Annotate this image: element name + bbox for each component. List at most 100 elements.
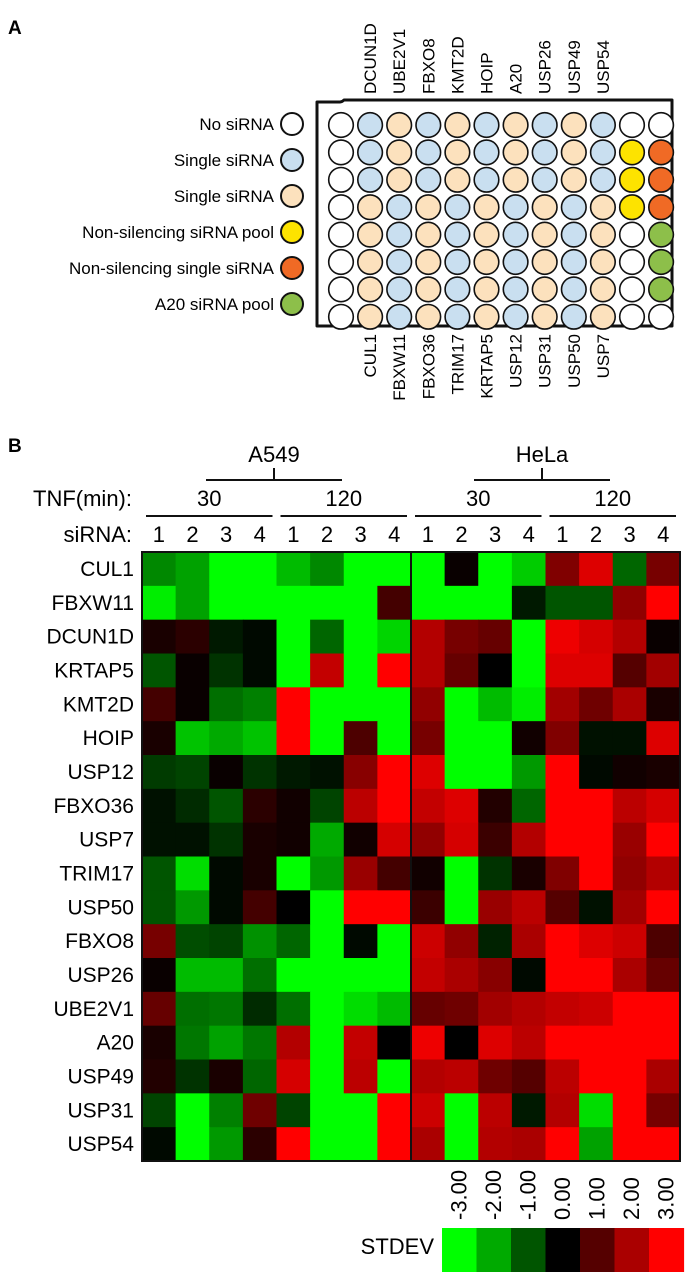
heatmap-cell — [612, 1059, 647, 1094]
heatmap-cell — [444, 653, 479, 688]
plate-top-label: USP26 — [536, 40, 555, 94]
heatmap-cell — [209, 653, 244, 688]
heatmap-cell — [579, 822, 614, 858]
plate-well — [415, 139, 442, 166]
heatmap-cell — [444, 991, 479, 1027]
heatmap-cell — [545, 1093, 580, 1128]
heatmap-cell — [175, 788, 210, 824]
heatmap-cell — [511, 687, 547, 722]
heatmap-cell — [142, 991, 177, 1027]
heatmap-cell — [242, 1059, 278, 1094]
heatmap-row-label: FBXO36 — [53, 795, 134, 818]
heatmap-cell — [310, 822, 345, 858]
heatmap-row-labels: CUL1 FBXW11 DCUN1D KRTAP5 KMT2D HOIP USP12 FBXO… — [46, 558, 134, 1156]
heatmap-cell — [142, 856, 177, 891]
heatmap-cell — [310, 687, 345, 722]
plate-well — [560, 248, 587, 276]
heatmap-cell — [444, 755, 479, 790]
heatmap-cell — [310, 924, 345, 959]
plate-well — [589, 111, 617, 139]
heatmap-cell — [511, 890, 547, 925]
heatmap-cell — [276, 924, 311, 959]
heatmap-cell — [579, 653, 614, 688]
color-scale-swatch — [614, 1228, 650, 1272]
color-scale-ticks: -3.00 -2.00 -1.00 0.00 1.00 2.00 3.00 — [446, 1170, 678, 1220]
heatmap-cell — [175, 755, 210, 790]
heatmap-cell — [579, 585, 614, 621]
legend-label: Single siRNA — [174, 151, 275, 170]
plate-well — [473, 248, 500, 276]
heatmap-cell — [612, 721, 647, 756]
plate-well — [589, 166, 617, 193]
plate-bottom-label: FBXO36 — [419, 334, 438, 399]
heatmap-cell — [545, 721, 580, 756]
heatmap-cell — [343, 958, 378, 993]
heatmap-cell — [242, 822, 278, 858]
heatmap-cell — [209, 552, 244, 587]
heatmap-cell — [612, 585, 647, 621]
plate-well — [415, 221, 442, 248]
plate-well — [473, 139, 500, 166]
heatmap-cell — [209, 890, 244, 925]
heatmap-cell — [444, 552, 479, 587]
sirna-id: 2 — [455, 522, 467, 547]
heatmap-cell — [646, 822, 681, 858]
heatmap-cell — [612, 856, 647, 891]
plate-well — [502, 221, 529, 248]
legend-label: No siRNA — [199, 115, 274, 134]
plate-well — [444, 221, 471, 248]
heatmap-cell — [579, 1093, 614, 1128]
heatmap-cell — [310, 1059, 345, 1094]
legend-label: Non-silencing siRNA pool — [82, 223, 274, 242]
heatmap-cell — [242, 958, 278, 993]
heatmap-cell — [478, 822, 513, 858]
heatmap-cell — [612, 1025, 647, 1061]
plate-bottom-labels: CUL1 FBXW11 FBXO36 TRIM17 KRTAP5 USP12 USP31 US… — [361, 334, 613, 401]
color-scale-tick: -1.00 — [515, 1170, 540, 1220]
plate-well — [327, 166, 355, 193]
heatmap-cell — [142, 1025, 177, 1061]
color-scale-tick: 2.00 — [619, 1177, 644, 1220]
heatmap-cells — [142, 552, 681, 1162]
heatmap-cell — [377, 890, 412, 925]
plate-well — [647, 276, 675, 303]
plate-well — [560, 194, 587, 221]
plate-well — [444, 139, 471, 166]
heatmap-cell — [478, 890, 513, 925]
heatmap-cell — [343, 721, 378, 756]
heatmap-cell — [411, 1093, 446, 1128]
heatmap-cell — [209, 687, 244, 722]
color-scale-tick: 0.00 — [550, 1177, 575, 1220]
heatmap-cell — [276, 1059, 311, 1094]
heatmap-cell — [444, 856, 479, 891]
heatmap-cell — [242, 856, 278, 891]
heatmap-cell — [142, 619, 177, 655]
heatmap-cell — [545, 1059, 580, 1094]
heatmap-cell — [411, 721, 446, 756]
heatmap-cell — [343, 653, 378, 688]
plate-bottom-label: CUL1 — [361, 334, 380, 377]
heatmap-cell — [478, 755, 513, 790]
sirna-id: 4 — [388, 522, 400, 547]
heatmap-cell — [579, 958, 614, 993]
heatmap-cell — [175, 653, 210, 688]
heatmap-cell — [310, 890, 345, 925]
heatmap-cell — [377, 687, 412, 722]
heatmap-cell — [646, 991, 681, 1027]
color-scale-swatch — [511, 1228, 547, 1272]
heatmap-cell — [646, 1093, 681, 1128]
heatmap-cell — [209, 755, 244, 790]
plate-well — [502, 194, 529, 221]
plate-well — [415, 166, 442, 193]
cell-line-hela: HeLa — [516, 442, 569, 467]
heatmap-cell — [175, 1093, 210, 1128]
heatmap-cell — [142, 552, 177, 587]
heatmap-cell — [612, 687, 647, 722]
heatmap-cell — [242, 755, 278, 790]
plate-top-label: HOIP — [478, 52, 497, 94]
sirna-id: 2 — [321, 522, 333, 547]
heatmap-cell — [511, 1025, 547, 1061]
heatmap-cell — [646, 1059, 681, 1094]
plate-well — [618, 303, 646, 330]
heatmap-cell — [310, 552, 345, 587]
